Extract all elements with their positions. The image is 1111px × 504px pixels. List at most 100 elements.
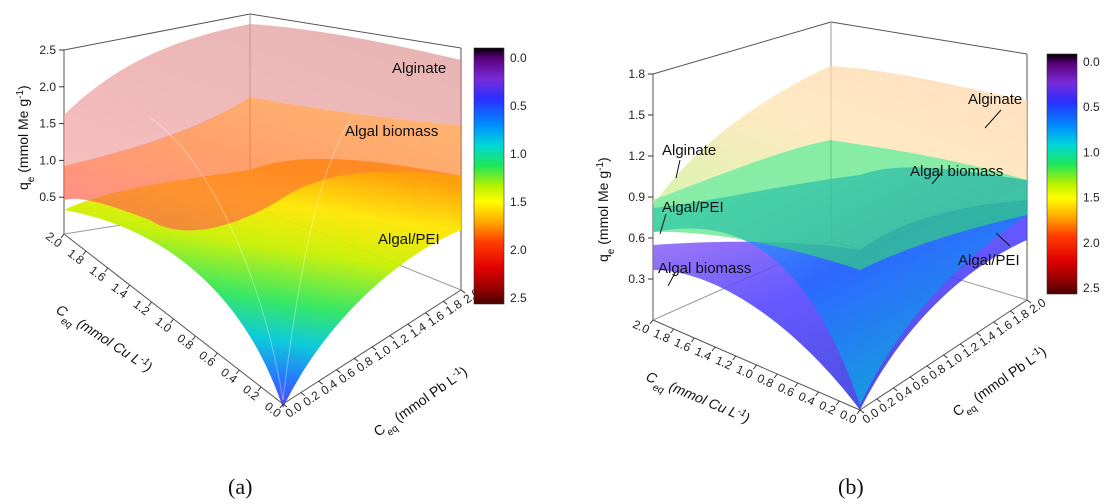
pb-tick-mark <box>407 323 412 328</box>
z-tick-label: 1.0 <box>39 153 56 167</box>
colorbar-tick-label: 1.0 <box>1083 145 1100 159</box>
cu-tick-label: 1.4 <box>693 344 714 364</box>
cu-tick-mark <box>856 409 861 415</box>
pb-axis-title: Ceq (mmol Pb L-1) <box>370 363 473 444</box>
surfaces <box>653 66 1027 410</box>
surface-mesh-line <box>149 117 284 401</box>
cu-tick-mark <box>82 250 87 256</box>
cu-tick-mark <box>104 267 109 273</box>
z-tick-label: 1.8 <box>628 67 645 81</box>
cu-tick-mark <box>148 301 153 307</box>
surfaces <box>64 24 461 408</box>
cu-tick-mark <box>815 391 819 397</box>
label-algal-biomass-right: Algal biomass <box>910 163 1003 180</box>
z-axis-title: qe (mmol Me g-1) <box>15 85 37 190</box>
cu-tick-label: 1.6 <box>672 335 693 355</box>
leader-line <box>675 159 681 179</box>
colorbar-tick-label: 0.0 <box>510 51 527 65</box>
label-algal-pei-right: Algal/PEI <box>958 252 1020 269</box>
cu-tick-label: 1.8 <box>651 326 672 346</box>
pb-tick-mark <box>859 409 865 414</box>
cu-tick-mark <box>60 233 65 239</box>
leader-line <box>984 109 1002 129</box>
colorbar-tick-label: 0.0 <box>1083 55 1100 69</box>
cu-tick-mark <box>835 400 840 406</box>
cu-tick-label: 0.8 <box>755 371 776 391</box>
chart-panel-b: Alginate Alginate Algal/PEI Algal biomas… <box>595 21 1100 499</box>
surface-alginate <box>653 66 1027 205</box>
z-tick-label: 1.2 <box>628 149 645 163</box>
cu-tick-mark <box>191 335 196 341</box>
pb-tick-mark <box>993 321 998 326</box>
cu-tick-mark <box>279 403 284 409</box>
pb-tick-mark <box>460 289 466 294</box>
colorbar-ticks: 0.0 0.5 1.0 1.5 2.0 2.5 <box>510 51 527 305</box>
cu-tick-mark <box>257 386 262 392</box>
z-tick-label: 0.9 <box>628 190 645 204</box>
cu-tick-mark <box>235 369 240 375</box>
pb-tick-mark <box>300 392 306 397</box>
surface-label-leaders <box>659 109 1011 287</box>
surface-algal-biomass <box>64 97 461 231</box>
colorbar: 0.0 0.5 1.0 1.5 2.0 2.5 <box>473 47 527 305</box>
pb-tick-mark <box>976 332 982 337</box>
pb-tick-mark <box>926 365 932 370</box>
pb-tick-mark <box>442 300 448 305</box>
chart-panel-a: Alginate Algal biomass Algal/PEI 0.5 1.0 1… <box>15 13 527 499</box>
colorbar-tick-label: 1.0 <box>510 147 527 161</box>
pb-tick-mark <box>1009 310 1015 315</box>
pb-tick-mark <box>909 376 915 381</box>
colorbar-tick-label: 2.0 <box>1083 236 1100 250</box>
frame-line <box>830 21 1028 55</box>
colorbar: 0.0 0.5 1.0 1.5 2.0 2.5 <box>1046 53 1100 295</box>
z-axis-ticks: 0.3 0.6 0.9 1.2 1.5 1.8 <box>628 67 653 286</box>
cu-tick-label: 0.6 <box>776 380 797 400</box>
pb-axis-ticks: 0.00.20.40.60.81.01.21.41.61.82.0 <box>860 295 1049 426</box>
z-tick-label: 2.0 <box>39 80 56 94</box>
cu-axis-title: Ceq (mmol Cu L-1) <box>642 368 753 432</box>
leader-line <box>659 213 667 235</box>
colorbar-tick-label: 2.0 <box>510 243 527 257</box>
z-tick-label: 0.5 <box>39 190 56 204</box>
leader-line <box>931 171 943 185</box>
label-alginate-top: Alginate <box>968 91 1022 108</box>
cu-tick-mark <box>691 337 695 343</box>
pb-tick-mark <box>282 403 288 408</box>
cu-axis-ticks: 0.00.20.40.60.81.01.21.41.61.82.0 <box>631 317 861 427</box>
label-algal-pei: Algal/PEI <box>378 231 440 248</box>
pb-tick-mark <box>371 346 377 351</box>
label-algal-biomass-left: Algal biomass <box>658 260 751 277</box>
pb-tick-mark <box>389 335 395 340</box>
pb-tick-label: 2.0 <box>1027 295 1049 316</box>
pb-tick-mark <box>959 343 965 348</box>
z-axis-ticks: 0.5 1.0 1.5 2.0 2.5 <box>39 43 64 204</box>
cu-axis-ticks: 0.00.20.40.60.81.01.21.41.61.82.0 <box>43 229 284 421</box>
cu-tick-mark <box>753 364 757 370</box>
leader-line <box>667 272 676 287</box>
z-tick-label: 1.5 <box>39 117 56 131</box>
colorbar-fill <box>1046 53 1078 295</box>
cu-tick-mark <box>170 318 174 324</box>
z-tick-label: 0.3 <box>628 272 645 286</box>
cu-tick-mark <box>732 355 737 361</box>
pb-tick-mark <box>943 354 948 359</box>
colorbar-tick-label: 1.5 <box>510 195 527 209</box>
cu-tick-mark <box>649 319 654 325</box>
cu-tick-label: 0.0 <box>838 407 859 427</box>
frame-line <box>652 21 832 75</box>
cu-tick-mark <box>213 352 218 358</box>
pb-tick-mark <box>336 369 341 374</box>
label-alginate: Alginate <box>392 60 446 77</box>
cu-tick-label: 2.0 <box>43 229 65 251</box>
z-axis-title: qe (mmol Me g-1) <box>595 157 617 262</box>
surface-mesh-line <box>282 119 351 401</box>
cu-tick-mark <box>773 373 778 379</box>
colorbar-tick-label: 2.5 <box>1083 281 1100 295</box>
z-tick-label: 2.5 <box>39 43 56 57</box>
cu-tick-mark <box>670 328 675 334</box>
leader-line <box>995 232 1011 247</box>
colorbar-tick-label: 0.5 <box>1083 100 1100 114</box>
cu-tick-mark <box>126 284 131 290</box>
pb-tick-mark <box>1026 299 1032 304</box>
pb-tick-mark <box>425 312 430 317</box>
